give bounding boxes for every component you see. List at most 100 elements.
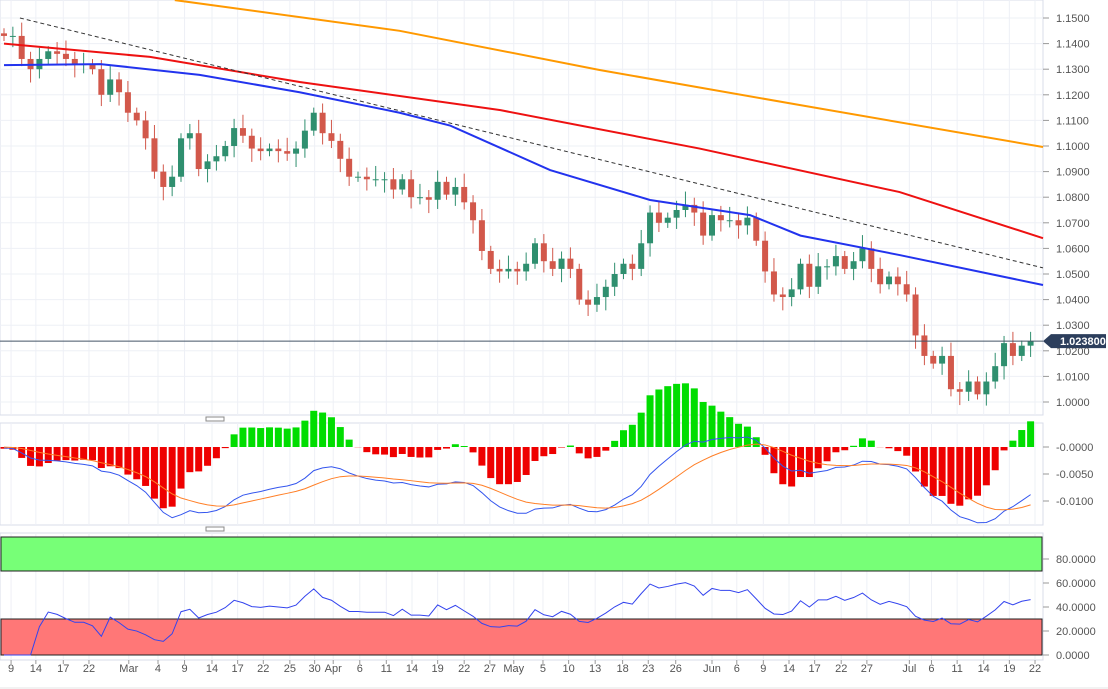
candle-body [1018, 345, 1025, 356]
candle-body [399, 179, 406, 190]
macd-histogram-bar [434, 447, 442, 450]
x-tick-label: 22 [257, 663, 269, 675]
macd-histogram-bar [814, 447, 822, 469]
candle-body [18, 35, 25, 59]
candle-body [169, 176, 176, 187]
macd-histogram-bar [522, 447, 530, 475]
candle-body [487, 250, 494, 269]
macd-histogram-bar [858, 438, 866, 447]
macd-histogram-bar [752, 437, 760, 447]
candle-body [301, 130, 308, 149]
macd-histogram-bar [681, 383, 689, 447]
panel-resize-handle [205, 526, 225, 532]
candle-body [310, 112, 317, 131]
candle-body [1009, 343, 1016, 356]
candle-body [461, 186, 468, 203]
macd-histogram-bar [974, 447, 981, 496]
macd-histogram-bar [159, 447, 167, 509]
candle-body [868, 248, 875, 269]
candle-body [824, 266, 831, 268]
rsi-axis-label: 20.0000 [1056, 626, 1096, 638]
macd-histogram-bar [903, 447, 911, 456]
panel-frame-0 [0, 0, 1044, 416]
candle-body [770, 271, 777, 295]
macd-histogram-bar [850, 445, 858, 447]
candle-body [505, 268, 512, 272]
candle-body [753, 217, 760, 241]
x-tick-label: 14 [978, 663, 990, 675]
price-axis-label: 1.1000 [1056, 141, 1090, 153]
candle-body [452, 186, 459, 195]
macd-histogram-bar [938, 447, 946, 496]
candle-body [815, 266, 822, 287]
candle-body [151, 138, 158, 172]
macd-signal-line [3, 443, 1031, 511]
candle-body [239, 128, 246, 136]
macd-histogram-bar [912, 447, 920, 472]
candle-body [425, 197, 432, 200]
x-tick-label: 10 [563, 663, 575, 675]
macd-histogram-bar [823, 447, 831, 462]
macd-histogram-bar [664, 386, 672, 447]
candle-body [1027, 341, 1034, 346]
macd-histogram-bar [708, 405, 716, 447]
candle-body [195, 133, 202, 170]
macd-histogram-bar [717, 411, 725, 447]
candle-body [266, 148, 273, 152]
candle-body [328, 133, 335, 141]
macd-histogram-bar [142, 447, 150, 486]
x-tick-label: 30 [309, 663, 321, 675]
macd-histogram-bar [150, 447, 158, 499]
macd-histogram-bar [168, 447, 176, 507]
x-tick-label: 18 [616, 663, 628, 675]
candle-body [98, 69, 105, 95]
macd-histogram-bar [27, 447, 35, 466]
macd-histogram-bar [221, 447, 229, 449]
macd-histogram-bar [646, 395, 654, 447]
macd-histogram-bar [319, 412, 327, 447]
price-axis-label: 1.0900 [1056, 167, 1090, 179]
price-axis-label: 1.0700 [1056, 218, 1090, 230]
candle-body [319, 112, 326, 134]
candle-body [116, 79, 123, 93]
candle-body [408, 179, 415, 198]
candle-body [585, 299, 592, 305]
macd-histogram-bar [195, 447, 203, 472]
candle-body [434, 181, 441, 200]
macd-histogram-bar [761, 447, 769, 455]
x-tick-label: 22 [1029, 663, 1041, 675]
macd-histogram-bar [726, 417, 734, 447]
candle-body [638, 243, 645, 269]
price-axis-label: 1.1200 [1056, 90, 1090, 102]
candle-body [470, 202, 477, 221]
macd-histogram-bar [788, 447, 796, 487]
macd-histogram-bar [89, 447, 96, 461]
candle-body [602, 286, 609, 298]
macd-histogram-bar [628, 424, 636, 447]
candle-body [363, 176, 370, 180]
macd-histogram-bar [611, 440, 619, 447]
x-tick-label: 22 [835, 663, 847, 675]
candle-body [797, 263, 804, 290]
candle-body [337, 140, 344, 159]
macd-histogram-bar [283, 428, 291, 447]
macd-histogram-bar [248, 427, 256, 447]
x-tick-label: 6 [734, 663, 740, 675]
x-tick-label: 27 [484, 663, 496, 675]
price-axis-label: 1.0600 [1056, 243, 1090, 255]
macd-histogram-bar [947, 447, 955, 504]
macd-histogram-bar [929, 447, 937, 496]
x-tick-label: 19 [1003, 663, 1015, 675]
candle-body [45, 51, 52, 59]
macd-histogram-bar [575, 447, 583, 454]
macd-histogram-bar [584, 447, 592, 459]
candle-body [921, 335, 928, 356]
candle-body [593, 297, 600, 305]
ma-line-trendline [19, 17, 1044, 269]
price-axis-label: 1.0200 [1056, 346, 1090, 358]
macd-histogram-bar [885, 447, 893, 449]
macd-histogram-bar [124, 447, 132, 475]
x-tick-label: 4 [155, 663, 161, 675]
macd-histogram-bar [106, 447, 114, 467]
macd-histogram-bar [372, 447, 380, 455]
